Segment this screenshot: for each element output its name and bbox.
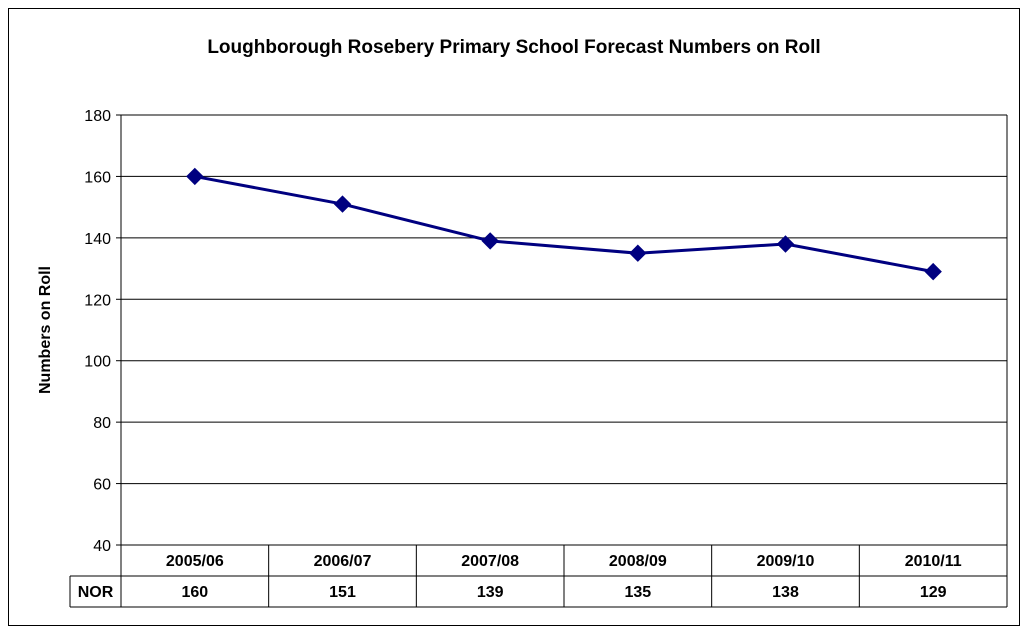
data-table: NOR 2005/06 160 2006/07 151 2007/08 139 2008/09… <box>69 544 1008 608</box>
category-label: 2009/10 <box>757 553 815 570</box>
data-point <box>924 262 942 281</box>
table-value: 138 <box>772 584 799 601</box>
table-value: 139 <box>477 584 504 601</box>
table-value: 151 <box>329 584 356 601</box>
y-tick-label: 60 <box>93 477 111 494</box>
y-tick-label: 40 <box>93 538 111 555</box>
y-axis-title: Numbers on Roll <box>37 266 54 394</box>
category-label: 2008/09 <box>609 553 667 570</box>
table-row-label: NOR <box>78 584 114 601</box>
y-tick-label: 140 <box>84 231 111 248</box>
table-value: 135 <box>624 584 651 601</box>
y-tick-label: 160 <box>84 169 111 186</box>
gridlines <box>121 114 1008 546</box>
chart-title: Loughborough Rosebery Primary School For… <box>207 37 820 58</box>
y-axis: 40 60 80 100 120 140 160 180 <box>84 108 122 555</box>
y-tick-label: 100 <box>84 354 111 371</box>
table-value: 129 <box>920 584 947 601</box>
data-point <box>333 195 352 213</box>
data-point <box>629 244 647 262</box>
series-nor <box>186 167 942 281</box>
series-line <box>194 174 934 274</box>
category-label: 2007/08 <box>461 553 519 570</box>
category-label: 2006/07 <box>314 553 372 570</box>
chart-frame <box>8 8 1020 626</box>
data-point <box>186 167 204 186</box>
y-tick-label: 120 <box>84 292 111 309</box>
y-tick-label: 180 <box>84 108 111 125</box>
data-point <box>481 232 499 250</box>
category-label: 2010/11 <box>905 553 962 570</box>
category-label: 2005/06 <box>166 553 224 570</box>
table-value: 160 <box>181 584 208 601</box>
y-tick-label: 80 <box>93 415 111 432</box>
data-point <box>776 235 795 253</box>
